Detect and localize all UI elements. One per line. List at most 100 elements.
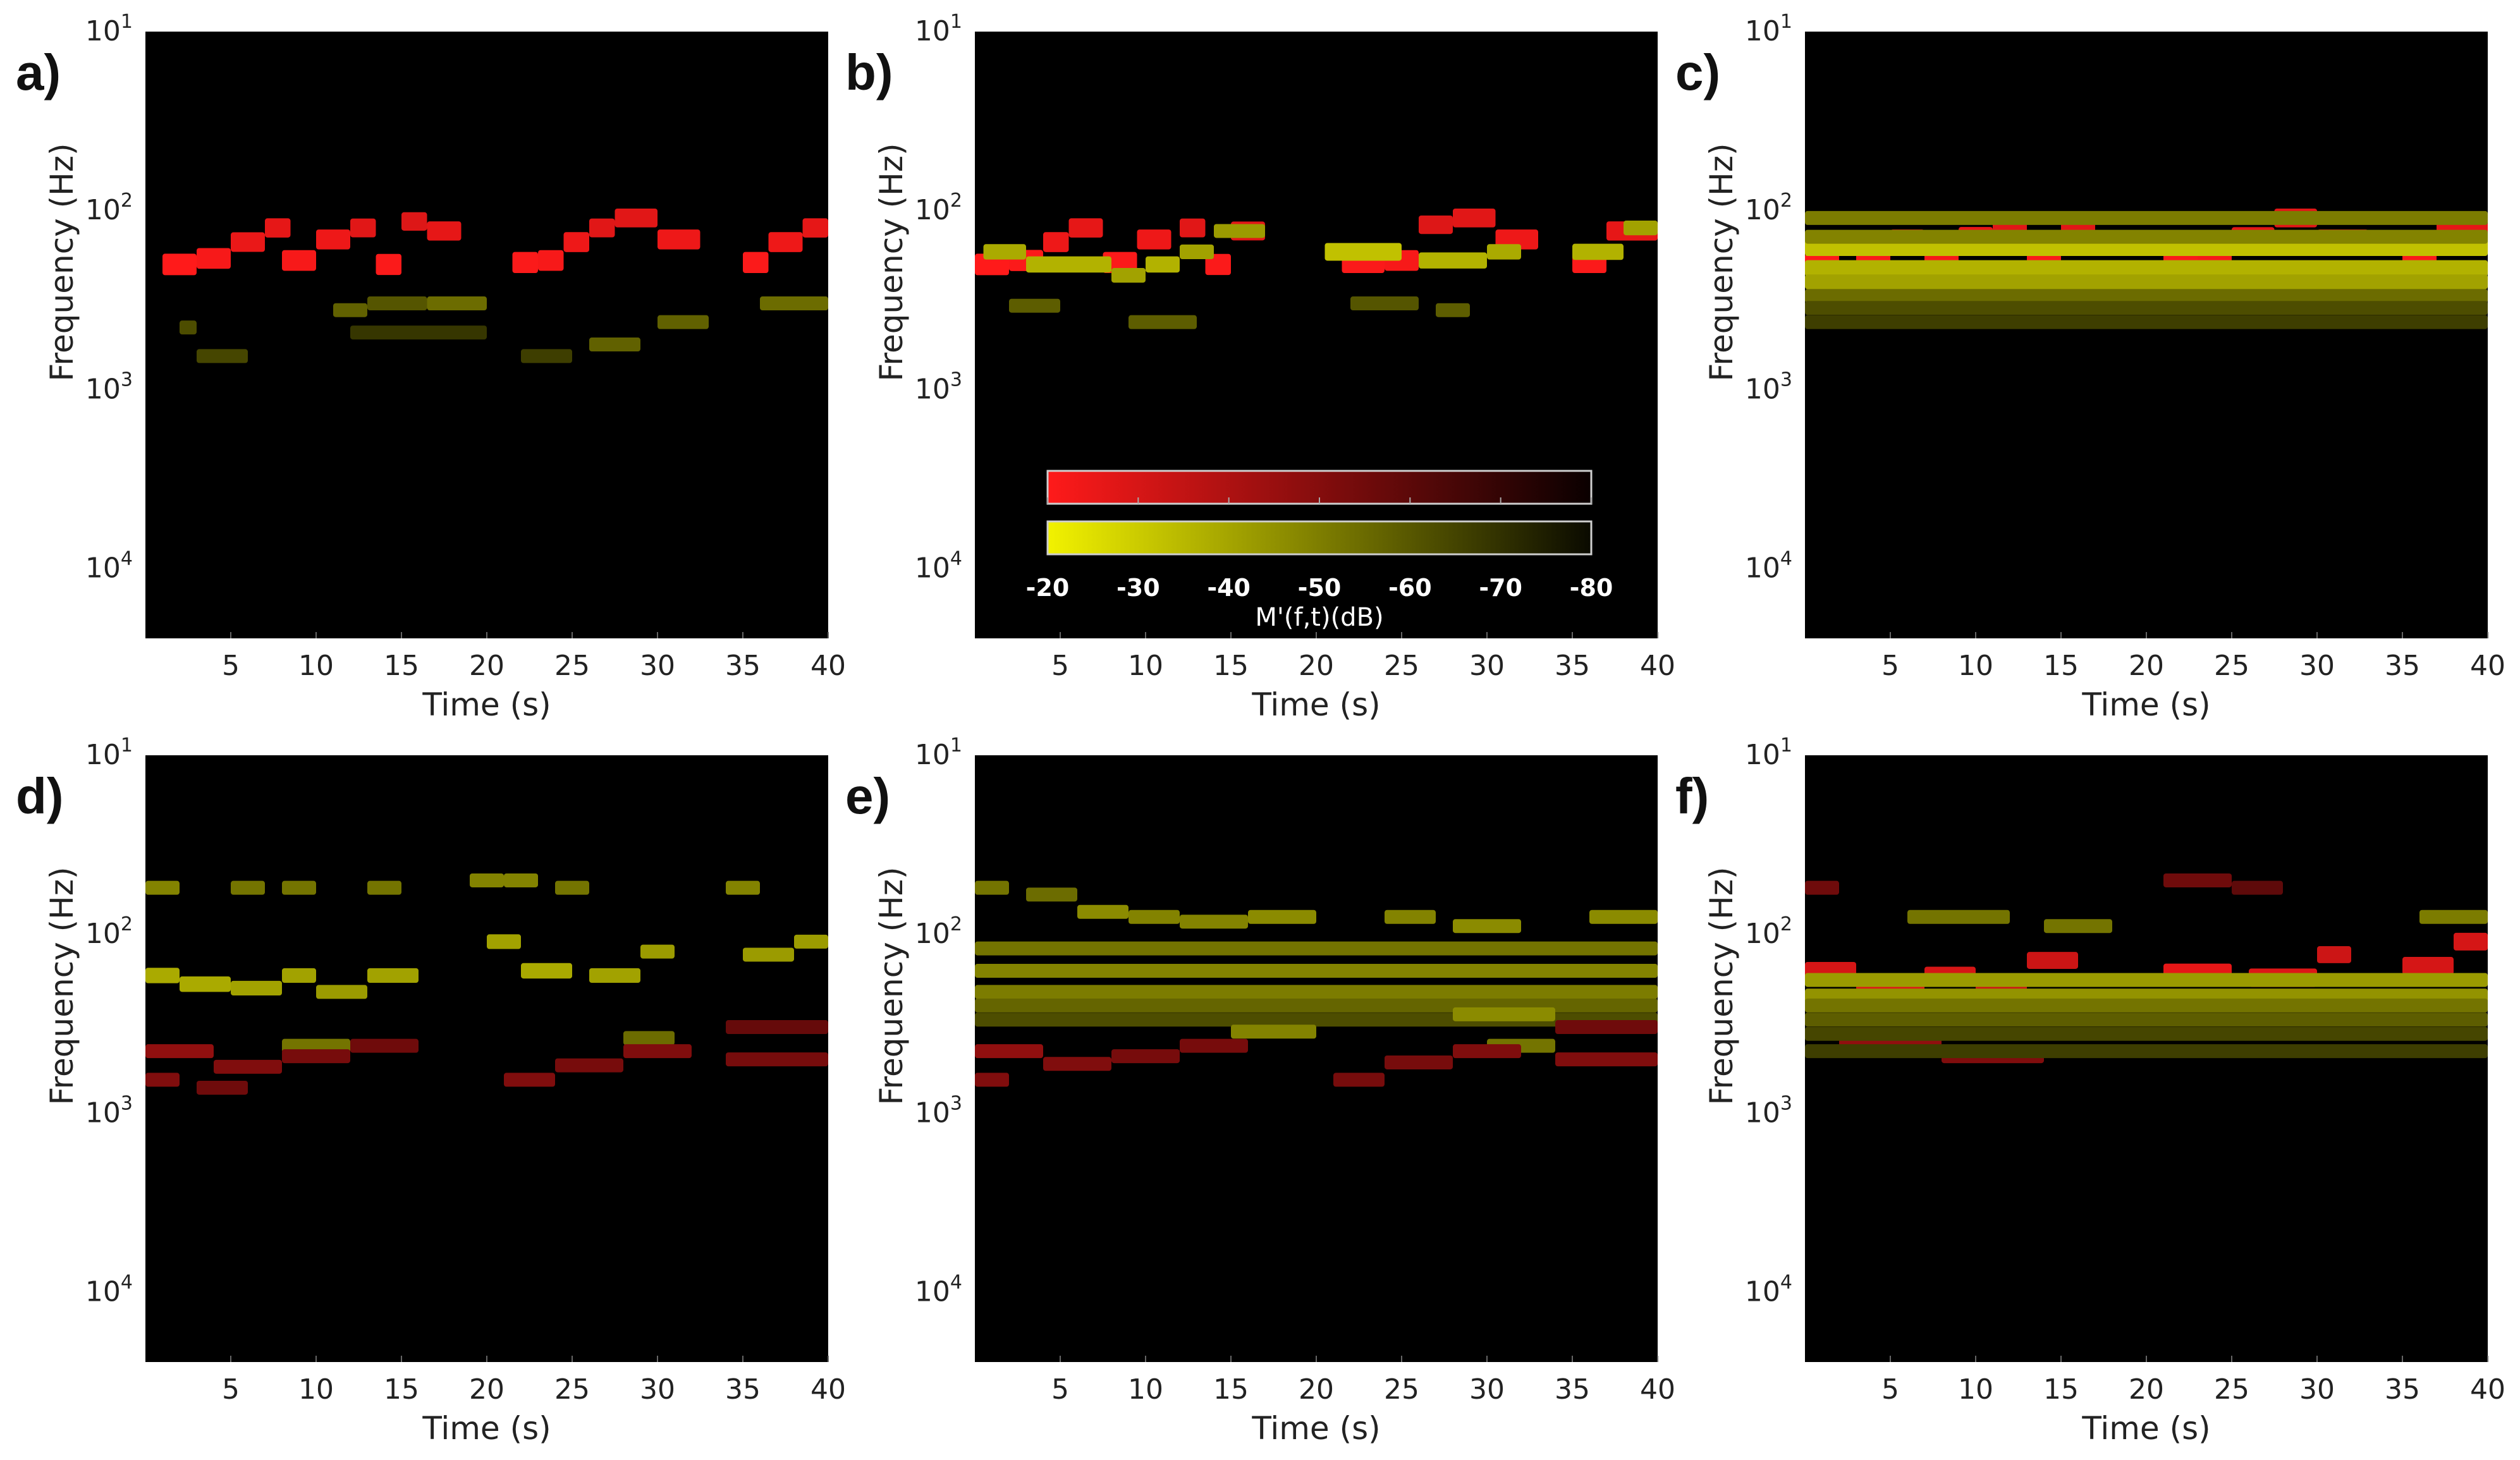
series-yellow (1805, 909, 2488, 1059)
y-tick-label: 103 (915, 368, 962, 405)
y-tick-label: 102 (85, 913, 133, 950)
series-yellow (145, 873, 828, 1053)
red-segment (376, 253, 401, 276)
y-tick-label: 104 (1745, 1272, 1792, 1308)
y-tick-exponent: 3 (121, 1092, 133, 1114)
y-tick-exponent: 4 (121, 548, 133, 570)
yellow-segment (1572, 243, 1624, 260)
colorbar-label: M'(f,t)(dB) (1255, 603, 1383, 632)
x-tick-label: 10 (1958, 650, 1993, 682)
x-tick-label: 10 (1128, 650, 1163, 682)
red-segment (1043, 1057, 1111, 1071)
yellow-segment (975, 941, 1658, 956)
y-tick-base: 10 (85, 194, 121, 226)
x-tick-label: 20 (2129, 1373, 2164, 1406)
y-tick-label: 104 (915, 1272, 962, 1308)
yellow-segment (282, 880, 316, 895)
red-segment (802, 218, 828, 238)
y-tick-label: 102 (915, 190, 962, 226)
y-tick-base: 10 (85, 739, 121, 771)
x-tick-label: 25 (2214, 650, 2249, 682)
plot-area (1805, 755, 2488, 1362)
y-tick-exponent: 2 (121, 913, 133, 935)
yellow-segment (1111, 268, 1146, 283)
y-tick-base: 10 (1745, 918, 1780, 950)
y-tick-label: 102 (85, 190, 133, 226)
y-tick-base: 10 (915, 739, 950, 771)
colorbar-tick-label: -30 (1116, 574, 1160, 602)
plot-area (145, 755, 828, 1362)
x-tick-label: 25 (2214, 1373, 2249, 1406)
y-tick-base: 10 (915, 918, 950, 950)
x-tick-label: 15 (2043, 650, 2079, 682)
x-tick-label: 10 (1128, 1373, 1163, 1406)
yellow-segment (2044, 919, 2112, 934)
y-tick-base: 10 (915, 1276, 950, 1308)
red-segment (282, 250, 316, 271)
red-segment (512, 252, 538, 274)
red-segment (350, 1038, 419, 1053)
red-segment (589, 218, 615, 238)
yellow-segment (504, 873, 538, 887)
series-yellow (1805, 210, 2488, 329)
yellow-segment (333, 303, 367, 317)
y-tick-exponent: 1 (1780, 734, 1792, 757)
yellow-segment (555, 880, 589, 895)
x-tick-label: 30 (640, 650, 675, 682)
yellow-segment (743, 947, 794, 962)
x-tick-label: 25 (554, 650, 590, 682)
x-axis-label: Time (s) (1251, 1410, 1380, 1447)
yellow-segment (521, 963, 572, 979)
yellow-segment (1009, 298, 1060, 313)
yellow-segment (521, 349, 572, 363)
yellow-segment (1180, 915, 1248, 929)
y-tick-exponent: 3 (1780, 1092, 1792, 1114)
red-segment (145, 1073, 180, 1087)
colorbar-yellow (1046, 520, 1593, 556)
x-axis-label: Time (s) (1251, 686, 1380, 723)
y-axis-label: Frequency (Hz) (873, 143, 910, 381)
y-tick-label: 102 (1745, 190, 1792, 226)
colorbar-tick-label: -60 (1388, 574, 1432, 602)
y-tick-label: 101 (85, 11, 133, 47)
red-segment (401, 212, 427, 231)
x-tick-label: 5 (1051, 1373, 1069, 1406)
red-segment (265, 218, 291, 238)
yellow-segment (1907, 909, 2010, 924)
yellow-segment (1805, 1044, 2488, 1059)
yellow-segment (487, 934, 521, 949)
y-tick-base: 10 (1745, 1276, 1780, 1308)
x-axis-label: Time (s) (2081, 1410, 2210, 1447)
y-tick-label: 101 (85, 734, 133, 771)
red-segment (1043, 232, 1069, 252)
yellow-segment (197, 349, 248, 363)
y-tick-label: 103 (1745, 1092, 1792, 1129)
colorbar-tick-label: -80 (1570, 574, 1613, 602)
y-tick-exponent: 2 (121, 190, 133, 212)
yellow-segment (367, 968, 419, 983)
yellow-segment (1624, 221, 1658, 236)
colorbar-tick-label: -70 (1479, 574, 1522, 602)
yellow-segment (983, 244, 1026, 260)
yellow-segment (1128, 315, 1197, 329)
yellow-segment (2419, 909, 2488, 924)
y-tick-label: 103 (1745, 368, 1792, 405)
yellow-segment (975, 963, 1658, 978)
yellow-segment (427, 296, 487, 311)
y-tick-base: 10 (85, 1276, 121, 1308)
yellow-segment (1805, 1026, 2488, 1041)
red-segment (975, 1073, 1009, 1087)
y-tick-base: 10 (915, 15, 950, 47)
y-tick-base: 10 (915, 552, 950, 585)
y-tick-exponent: 1 (121, 734, 133, 757)
red-segment (563, 232, 589, 252)
y-tick-exponent: 4 (1780, 548, 1792, 570)
panel-label: d) (16, 768, 64, 824)
y-tick-base: 10 (1745, 15, 1780, 47)
y-tick-exponent: 2 (1780, 913, 1792, 935)
yellow-segment (1805, 301, 2488, 315)
red-segment (615, 209, 658, 228)
y-tick-exponent: 1 (950, 11, 962, 33)
red-segment (2232, 880, 2283, 895)
